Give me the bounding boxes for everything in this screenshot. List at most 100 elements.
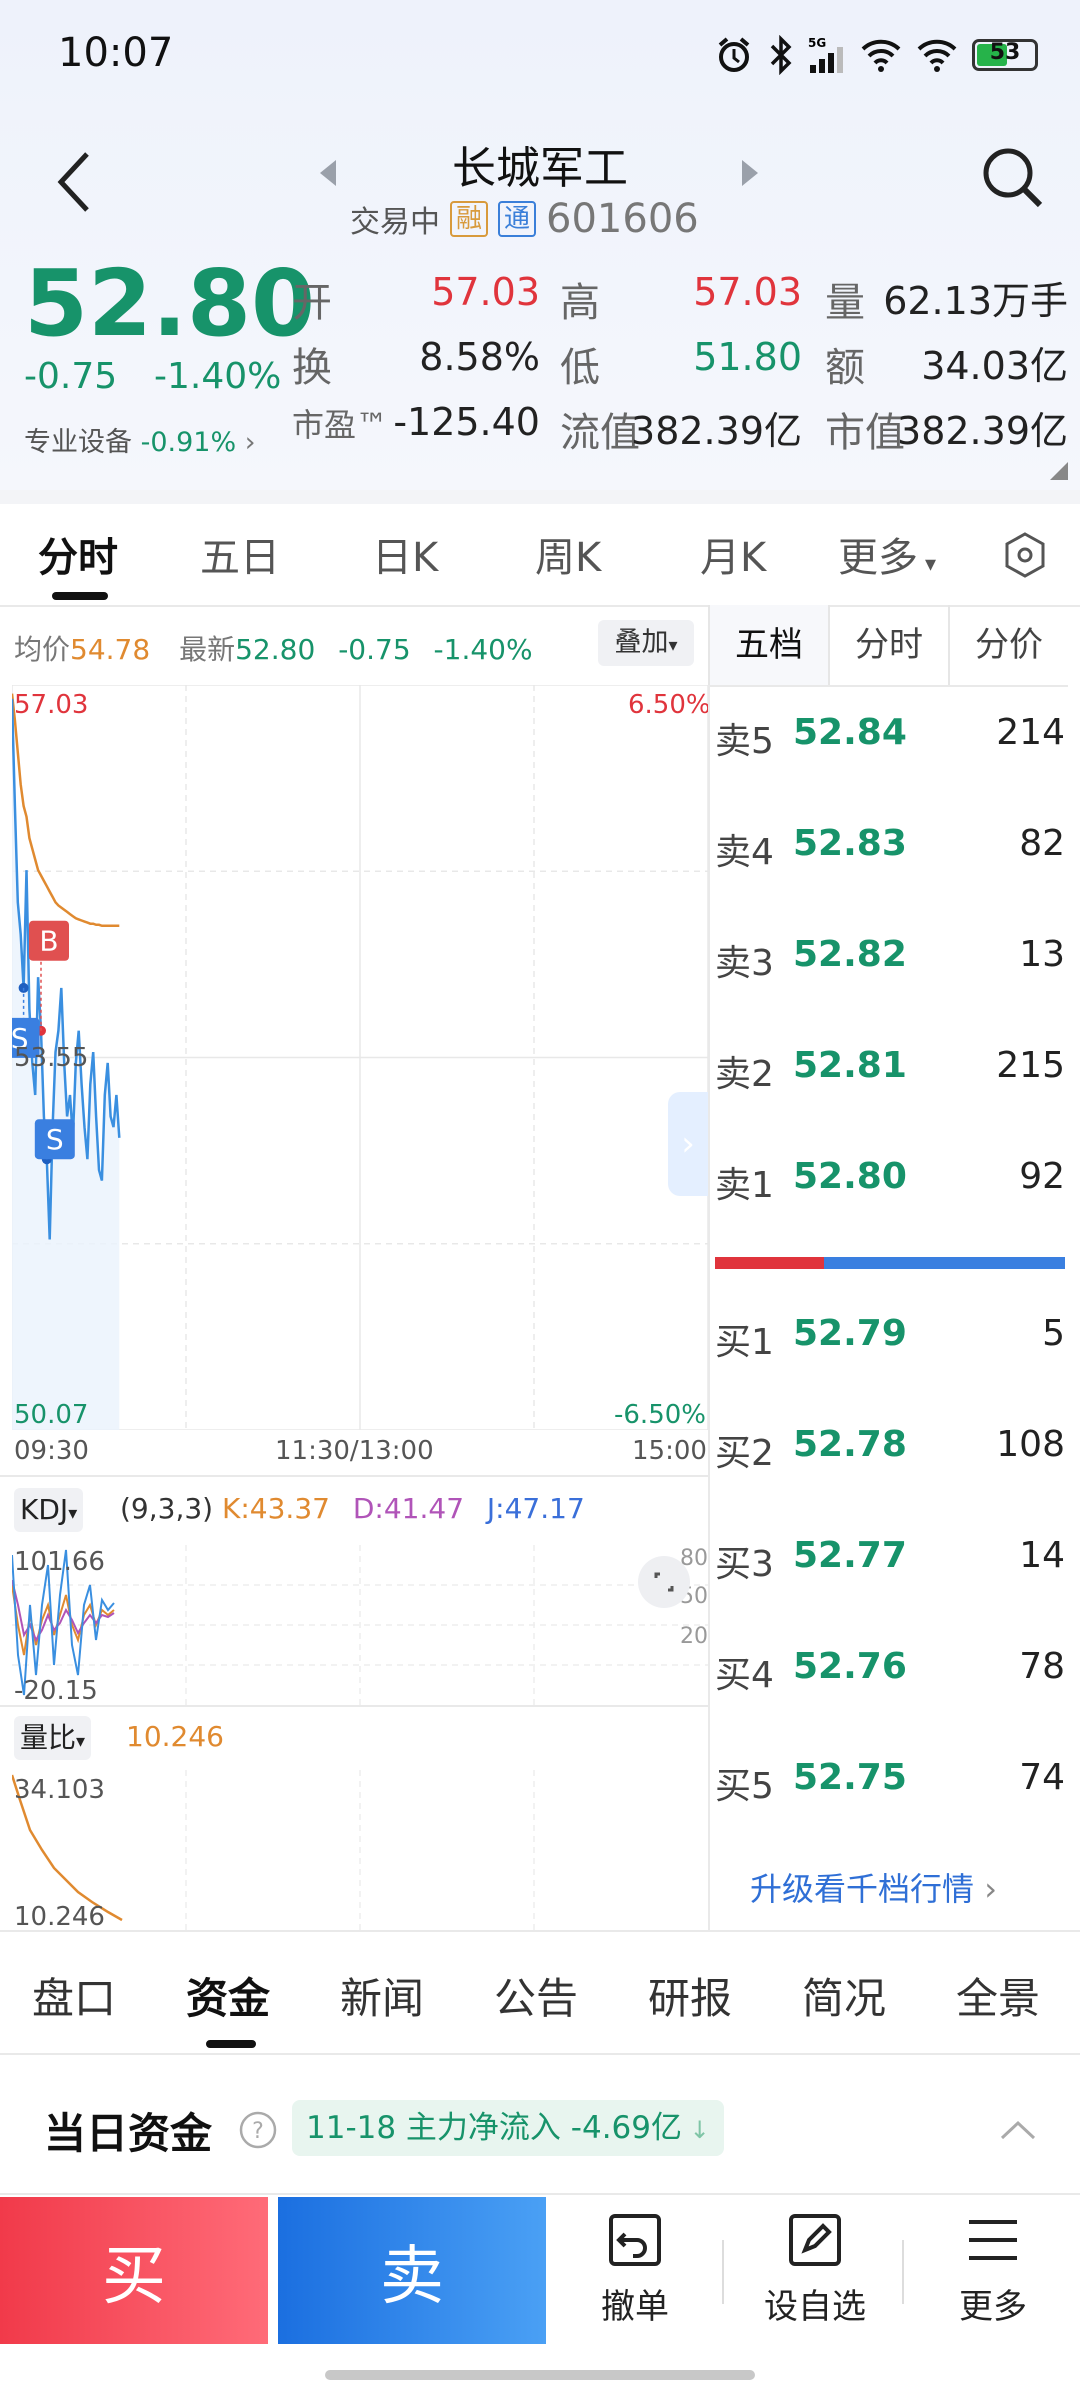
orderbook-divider bbox=[708, 605, 710, 1930]
add-watchlist-button[interactable]: 设自选 bbox=[730, 2210, 900, 2328]
connect-tag: 通 bbox=[498, 201, 537, 237]
caret-down-icon: ▾ bbox=[68, 1503, 78, 1524]
bid-ratio-segment bbox=[715, 1257, 824, 1269]
pe-value: -125.40 bbox=[393, 400, 540, 444]
turnover-value: 8.58% bbox=[419, 335, 540, 379]
tab-more[interactable]: 更多 ▾ bbox=[838, 525, 936, 583]
price-change: -0.75 bbox=[24, 356, 118, 397]
upgrade-link[interactable]: 升级看千档行情 › bbox=[750, 1864, 997, 1910]
capital-badge: 11-18 主力净流入 -4.69亿 ↓ bbox=[292, 2100, 724, 2156]
kdj-y-top: 101.66 bbox=[14, 1547, 105, 1577]
sell-marker-label: S bbox=[46, 1123, 64, 1156]
tab-weekly-k[interactable]: 周K bbox=[535, 535, 602, 581]
sell-marker-label: S bbox=[12, 1022, 28, 1055]
ask-volume: 13 bbox=[1019, 934, 1065, 975]
latest-change: -0.75 bbox=[338, 633, 411, 666]
kdj-params: (9,3,3) bbox=[120, 1492, 214, 1525]
tab-monthly-k[interactable]: 月K bbox=[700, 535, 767, 581]
help-icon[interactable]: ? bbox=[238, 2110, 278, 2150]
kdj-k: K:43.37 bbox=[222, 1492, 330, 1525]
active-tab-indicator bbox=[206, 2040, 256, 2048]
tab-research[interactable]: 研报 bbox=[648, 1974, 733, 2023]
sector-link[interactable]: 专业设备 -0.91% › bbox=[24, 420, 256, 459]
kdj-level-20: 20 bbox=[680, 1624, 708, 1649]
action-bar-divider bbox=[0, 2193, 1080, 2195]
kdj-chart bbox=[12, 1545, 708, 1705]
bluetooth-icon bbox=[770, 35, 792, 75]
buy-button[interactable]: 买 bbox=[0, 2197, 268, 2344]
action-divider bbox=[902, 2240, 904, 2304]
y-mid-label: 53.55 bbox=[14, 1043, 89, 1073]
arrow-down-icon: ↓ bbox=[682, 2116, 710, 2144]
bid-row-3[interactable]: 买3 52.77 14 bbox=[715, 1535, 1065, 1595]
header-background bbox=[0, 0, 1080, 490]
svg-text:5G: 5G bbox=[808, 36, 826, 50]
kdj-divider bbox=[0, 1475, 708, 1477]
open-value: 57.03 bbox=[431, 270, 540, 314]
settings-hex-icon[interactable] bbox=[1000, 530, 1050, 580]
fullscreen-button[interactable] bbox=[638, 1556, 690, 1608]
ask-row-5[interactable]: 卖5 52.84 214 bbox=[715, 712, 1065, 772]
latest-change-pct: -1.40% bbox=[433, 633, 533, 666]
ask-row-1[interactable]: 卖1 52.80 92 bbox=[715, 1156, 1065, 1216]
prev-stock-icon[interactable] bbox=[318, 158, 338, 188]
ask-ratio-segment bbox=[823, 1257, 1065, 1269]
battery-icon: 53 bbox=[972, 39, 1038, 71]
sell-button[interactable]: 卖 bbox=[278, 2197, 546, 2344]
edit-icon bbox=[789, 2214, 841, 2266]
tab-announcements[interactable]: 公告 bbox=[494, 1974, 579, 2023]
buy-marker-label: B bbox=[39, 925, 58, 958]
bid-row-4[interactable]: 买4 52.76 78 bbox=[715, 1646, 1065, 1706]
expand-corner-icon[interactable] bbox=[1050, 462, 1068, 480]
tab-news[interactable]: 新闻 bbox=[340, 1974, 425, 2023]
volume-ratio-selector[interactable]: 量比▾ bbox=[14, 1716, 92, 1760]
ask-row-3[interactable]: 卖3 52.82 13 bbox=[715, 934, 1065, 994]
ask-volume: 82 bbox=[1019, 823, 1065, 864]
tab-price-dist[interactable]: 分价 bbox=[948, 605, 1068, 685]
float-value: 382.39亿 bbox=[631, 409, 802, 453]
tab-profile[interactable]: 简况 bbox=[802, 1974, 887, 2023]
bid-row-5[interactable]: 买5 52.75 74 bbox=[715, 1757, 1065, 1817]
bid-row-1[interactable]: 买1 52.79 5 bbox=[715, 1313, 1065, 1373]
price-change-pct: -1.40% bbox=[154, 356, 282, 397]
tab-capital[interactable]: 资金 bbox=[186, 1974, 271, 2023]
tab-overview[interactable]: 全景 bbox=[956, 1974, 1041, 2023]
cancel-order-button[interactable]: 撤单 bbox=[550, 2210, 720, 2328]
caret-down-icon: ▾ bbox=[668, 635, 678, 656]
status-icons: 5G 53 bbox=[714, 30, 1038, 80]
high-value: 57.03 bbox=[693, 270, 802, 314]
price-chart[interactable]: B S S bbox=[12, 685, 708, 1430]
tab-ticks[interactable]: 分时 bbox=[828, 605, 948, 685]
tab-five-day[interactable]: 五日 bbox=[200, 535, 280, 581]
next-stock-icon[interactable] bbox=[740, 158, 760, 188]
back-icon[interactable] bbox=[55, 150, 95, 214]
bid-label: 买2 bbox=[715, 1433, 774, 1474]
tab-daily-k[interactable]: 日K bbox=[372, 535, 439, 581]
bid-volume: 5 bbox=[1042, 1313, 1065, 1354]
expand-orderbook-handle[interactable]: › bbox=[668, 1092, 708, 1196]
bid-row-2[interactable]: 买2 52.78 108 bbox=[715, 1424, 1065, 1484]
bid-label: 买4 bbox=[715, 1655, 774, 1696]
sector-change: -0.91% bbox=[140, 427, 237, 458]
chevron-up-icon[interactable] bbox=[998, 2118, 1038, 2142]
undo-icon bbox=[609, 2214, 661, 2266]
bid-volume: 14 bbox=[1019, 1535, 1065, 1576]
amount-label: 额 bbox=[825, 345, 865, 391]
fullscreen-icon bbox=[654, 1572, 674, 1592]
bid-ask-ratio-bar bbox=[715, 1257, 1065, 1269]
tab-timeshare[interactable]: 分时 bbox=[38, 535, 118, 581]
kdj-selector[interactable]: KDJ▾ bbox=[14, 1488, 84, 1532]
tab-five-levels[interactable]: 五档 bbox=[708, 605, 828, 685]
wifi-icon-2 bbox=[917, 39, 957, 72]
tab-more-label: 更多 bbox=[838, 535, 918, 581]
more-button[interactable]: 更多 bbox=[908, 2210, 1078, 2328]
bid-volume: 78 bbox=[1019, 1646, 1065, 1687]
ask-row-4[interactable]: 卖4 52.83 82 bbox=[715, 823, 1065, 883]
overlay-button[interactable]: 叠加▾ bbox=[598, 620, 694, 666]
kdj-j: J:47.17 bbox=[486, 1492, 585, 1525]
tab-handicap[interactable]: 盘口 bbox=[32, 1974, 117, 2023]
ask-row-2[interactable]: 卖2 52.81 215 bbox=[715, 1045, 1065, 1105]
mcap-value: 382.39亿 bbox=[897, 409, 1068, 453]
ask-label: 卖5 bbox=[715, 721, 774, 762]
search-icon[interactable] bbox=[980, 145, 1046, 211]
